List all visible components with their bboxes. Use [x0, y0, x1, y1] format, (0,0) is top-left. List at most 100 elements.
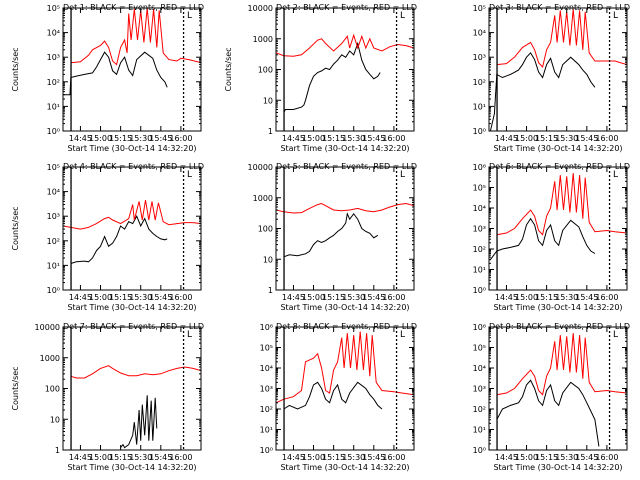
- x-axis-label: Start Time (30-Oct-14 14:32:20): [67, 144, 196, 153]
- y-tick-label: 10³: [47, 212, 60, 221]
- x-axis-label: Start Time (30-Oct-14 14:32:20): [493, 144, 622, 153]
- x-tick-label: 15:30: [342, 134, 365, 143]
- panel-title: Det 9: BLACK = Events, RED = LLD: [489, 322, 630, 331]
- series-events-line: [63, 51, 168, 96]
- y-tick-label: 10: [50, 415, 60, 424]
- x-tick-label: 14:45: [495, 453, 518, 462]
- x-axis-label: Start Time (30-Oct-14 14:32:20): [493, 463, 622, 472]
- x-tick-label: 16:00: [595, 134, 618, 143]
- x-tick-label: 16:00: [382, 134, 405, 143]
- plot-frame: [62, 7, 202, 132]
- series-lld-line: [276, 33, 414, 57]
- x-tick-label: 15:45: [575, 453, 598, 462]
- x-tick-label: 15:30: [555, 453, 578, 462]
- detector-panel-4: 10⁰ 10¹ 10² 10³ 10⁴ 10⁵ 14:4515:0015:1515:3015…: [11, 162, 204, 312]
- y-tick-label: 10³: [47, 53, 60, 62]
- x-axis-label: Start Time (30-Oct-14 14:32:20): [280, 144, 409, 153]
- series-lld-line: [496, 333, 627, 396]
- x-axis-label: Start Time (30-Oct-14 14:32:20): [67, 303, 196, 312]
- y-tick-label: 10⁴: [473, 204, 486, 213]
- series-events-line: [70, 215, 168, 264]
- y-tick-label: 10¹: [473, 102, 486, 111]
- y-tick-label: 10¹: [260, 426, 273, 435]
- y-axis-label: Counts/sec: [11, 206, 20, 250]
- y-tick-label: 10⁰: [473, 127, 486, 136]
- y-tick-label: 10²: [473, 78, 486, 87]
- x-tick-label: 15:15: [535, 293, 558, 302]
- y-tick-label: 10000: [248, 4, 273, 13]
- y-tick-label: 10⁵: [260, 344, 273, 353]
- y-tick-label: 100: [45, 385, 60, 394]
- series-lld-line: [496, 9, 627, 69]
- plot-frame: [488, 166, 628, 291]
- corner-label: L: [187, 330, 192, 340]
- x-tick-label: 15:45: [149, 453, 172, 462]
- series-lld-line: [276, 202, 414, 214]
- y-tick-label: 10⁵: [473, 4, 486, 13]
- y-tick-label: 10⁰: [47, 127, 60, 136]
- x-tick-label: 15:00: [515, 134, 538, 143]
- y-tick-label: 100: [258, 66, 273, 75]
- detector-panel-2: 1 10 100 1000 10000 14:4515:0015:1515:3015:45…: [224, 3, 417, 153]
- x-tick-label: 15:30: [129, 134, 152, 143]
- series-lld-line: [70, 8, 201, 66]
- y-tick-label: 10⁵: [47, 163, 60, 172]
- y-tick-label: 10⁴: [47, 188, 60, 197]
- y-tick-label: 10⁶: [473, 163, 486, 172]
- y-tick-label: 100: [258, 225, 273, 234]
- x-tick-label: 15:45: [362, 134, 385, 143]
- y-tick-label: 10⁶: [260, 323, 273, 332]
- y-tick-label: 1: [268, 286, 273, 295]
- x-tick-label: 15:00: [302, 453, 325, 462]
- series-events-line: [120, 395, 158, 449]
- y-tick-label: 10⁶: [473, 323, 486, 332]
- x-tick-label: 15:30: [342, 453, 365, 462]
- series-events-line: [489, 217, 596, 260]
- y-tick-label: 10000: [248, 163, 273, 172]
- detector-panel-9: 10⁰ 10¹ 10² 10³ 10⁴ 10⁵ 10⁶ 14:4515:0015:1515:3…: [473, 322, 630, 472]
- x-tick-label: 15:45: [362, 453, 385, 462]
- x-tick-label: 15:00: [302, 134, 325, 143]
- x-tick-label: 15:30: [129, 293, 152, 302]
- x-tick-label: 15:30: [555, 293, 578, 302]
- y-tick-label: 10²: [47, 237, 60, 246]
- y-tick-label: 10⁴: [260, 364, 273, 373]
- x-tick-label: 15:00: [89, 453, 112, 462]
- corner-label: L: [613, 11, 618, 21]
- plot-frame: [275, 7, 415, 132]
- x-tick-label: 15:15: [322, 293, 345, 302]
- corner-label: L: [187, 11, 192, 21]
- y-tick-label: 10⁴: [473, 29, 486, 38]
- y-tick-label: 10⁴: [473, 364, 486, 373]
- x-axis-label: Start Time (30-Oct-14 14:32:20): [280, 303, 409, 312]
- x-tick-label: 15:00: [302, 293, 325, 302]
- series-events-line: [283, 41, 381, 113]
- panel-title: Det 2: BLACK = Events, RED = LLD: [276, 3, 417, 12]
- detector-panel-8: 10⁰ 10¹ 10² 10³ 10⁴ 10⁵ 10⁶ 14:4515:0015:1515:3…: [260, 322, 417, 472]
- series-lld-line: [63, 200, 201, 230]
- y-tick-label: 10⁵: [473, 344, 486, 353]
- x-tick-label: 14:45: [69, 453, 92, 462]
- x-tick-label: 15:45: [149, 134, 172, 143]
- y-tick-label: 10: [263, 255, 273, 264]
- series-lld-line: [276, 331, 414, 404]
- corner-label: L: [400, 330, 405, 340]
- panel-title: Det 4: BLACK = Events, RED = LLD: [63, 162, 204, 171]
- x-tick-label: 15:15: [109, 134, 132, 143]
- corner-label: L: [187, 170, 192, 180]
- x-tick-label: 15:45: [575, 293, 598, 302]
- x-tick-label: 15:15: [109, 293, 132, 302]
- y-tick-label: 10¹: [47, 102, 60, 111]
- y-tick-label: 10¹: [47, 261, 60, 270]
- y-tick-label: 1: [268, 127, 273, 136]
- y-tick-label: 10³: [260, 385, 273, 394]
- y-tick-label: 10¹: [473, 426, 486, 435]
- y-tick-label: 10³: [473, 53, 486, 62]
- y-tick-label: 10⁵: [47, 4, 60, 13]
- y-tick-label: 10⁰: [260, 446, 273, 455]
- plot-frame: [62, 326, 202, 451]
- x-tick-label: 15:30: [342, 293, 365, 302]
- x-tick-label: 15:15: [535, 453, 558, 462]
- x-tick-label: 15:30: [129, 453, 152, 462]
